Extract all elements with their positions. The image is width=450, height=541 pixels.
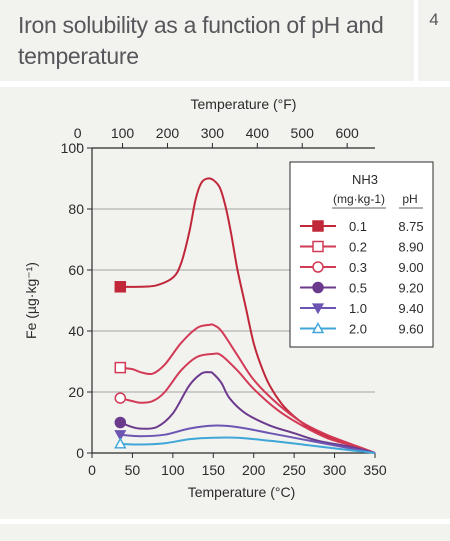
- legend-header-nh3: NH3: [352, 172, 378, 187]
- x-axis-label: Temperature (°C): [188, 484, 296, 500]
- series-marker-0: [114, 281, 127, 293]
- series-marker-2: [114, 392, 127, 404]
- legend-marker-1: [312, 240, 324, 253]
- legend-nh3-value: 0.3: [349, 260, 367, 275]
- x-tick-label: 350: [363, 462, 387, 478]
- x2-tick-label: 600: [335, 125, 359, 141]
- figure-title: Iron solubility as a function of pH and …: [18, 12, 384, 69]
- legend-ph-value: 9.60: [398, 322, 423, 337]
- series-line-1: [120, 323, 376, 454]
- series-marker-1: [114, 361, 127, 374]
- y-tick-label: 100: [61, 140, 85, 156]
- figure-number-box: 4: [418, 0, 450, 81]
- series-line-5: [120, 436, 376, 454]
- legend-header-ph: pH: [402, 192, 417, 206]
- title-bar: Iron solubility as a function of pH and …: [0, 0, 414, 81]
- legend-nh3-value: 2.0: [349, 322, 367, 337]
- x2-tick-label: 400: [246, 125, 270, 141]
- legend-ph-value: 8.90: [398, 240, 423, 255]
- series-line-2: [120, 352, 376, 454]
- legend-nh3-value: 0.2: [349, 240, 367, 255]
- x2-tick-label: 0: [74, 125, 82, 141]
- legend-marker-0: [312, 220, 324, 232]
- series-marker-4: [114, 430, 127, 441]
- y-tick-label: 20: [68, 384, 84, 400]
- legend-ph-value: 9.00: [398, 260, 423, 275]
- y-axis-label: Fe (µg·kg⁻¹): [23, 262, 39, 339]
- x2-tick-label: 200: [156, 125, 180, 141]
- legend-ph-value: 9.40: [398, 301, 423, 316]
- x-tick-label: 200: [242, 462, 266, 478]
- y-tick-label: 60: [68, 262, 84, 278]
- legend-marker-4: [311, 303, 325, 315]
- x2-tick-label: 300: [201, 125, 225, 141]
- series-line-3: [119, 371, 376, 454]
- legend-ph-value: 8.75: [398, 219, 423, 234]
- y-tick-label: 80: [68, 201, 84, 217]
- chart-panel: 0 20 40 60 80 100 0 50 100 150 200 250 300 350 0 100 200…: [0, 87, 450, 519]
- header-divider: [0, 81, 450, 87]
- x-tick-label: 150: [202, 462, 226, 478]
- series-marker-3: [114, 416, 127, 429]
- series-marker-5: [114, 437, 127, 449]
- x-tick-label: 250: [282, 462, 306, 478]
- x2-axis-label: Temperature (°F): [191, 96, 297, 112]
- x2-tick-label: 100: [111, 125, 135, 141]
- y-tick-label: 40: [68, 323, 84, 339]
- legend-marker-3: [312, 281, 324, 294]
- x-tick-label: 300: [323, 462, 347, 478]
- figure-number: 4: [429, 10, 439, 29]
- y-tick-label: 0: [76, 445, 84, 461]
- x-tick-label: 0: [88, 462, 96, 478]
- legend-header-units: (mg·kg-1): [333, 192, 385, 206]
- footer-bar: [0, 524, 450, 541]
- legend-nh3-value: 1.0: [349, 301, 367, 316]
- legend-box: [289, 161, 434, 348]
- series-line-4: [120, 424, 376, 454]
- legend-marker-2: [312, 261, 324, 273]
- x-tick-label: 100: [161, 462, 185, 478]
- series-line-0: [120, 177, 376, 454]
- x2-tick-label: 500: [291, 125, 315, 141]
- x-tick-label: 50: [125, 462, 141, 478]
- legend-marker-5: [311, 322, 325, 334]
- legend-nh3-value: 0.5: [349, 281, 367, 296]
- legend-ph-value: 9.20: [398, 281, 423, 296]
- legend-nh3-value: 0.1: [349, 219, 367, 234]
